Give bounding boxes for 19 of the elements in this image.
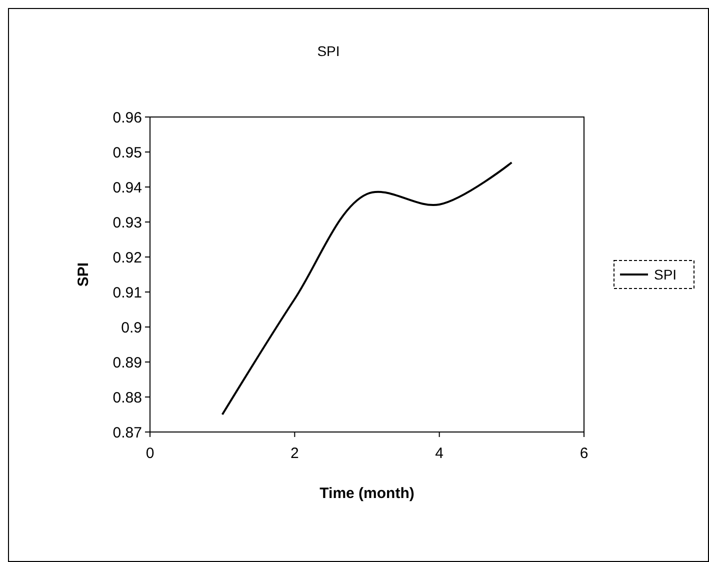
x-tick-label: 2 bbox=[290, 445, 299, 462]
line-series bbox=[221, 162, 513, 416]
y-tick-label: 0.91 bbox=[112, 284, 142, 302]
y-tick-label: 0.87 bbox=[112, 424, 142, 442]
y-tick-label: 0.89 bbox=[112, 354, 142, 372]
y-tick-label: 0.94 bbox=[112, 179, 142, 196]
y-axis-title: SPI bbox=[75, 262, 92, 287]
x-tick-label: 6 bbox=[580, 445, 588, 462]
legend-label: SPI bbox=[654, 266, 677, 282]
y-tick-label: 0.9 bbox=[121, 319, 142, 336]
y-tick-label: 0.96 bbox=[112, 109, 142, 126]
x-tick-label: 4 bbox=[435, 445, 444, 462]
y-tick-label: 0.95 bbox=[112, 144, 142, 162]
x-tick-label: 0 bbox=[146, 445, 154, 462]
x-axis-title: Time (month) bbox=[320, 485, 414, 502]
chart-title: SPI bbox=[317, 43, 340, 59]
y-tick-label: 0.88 bbox=[112, 389, 142, 406]
y-tick-label: 0.92 bbox=[112, 249, 142, 266]
y-tick-label: 0.93 bbox=[112, 214, 142, 232]
